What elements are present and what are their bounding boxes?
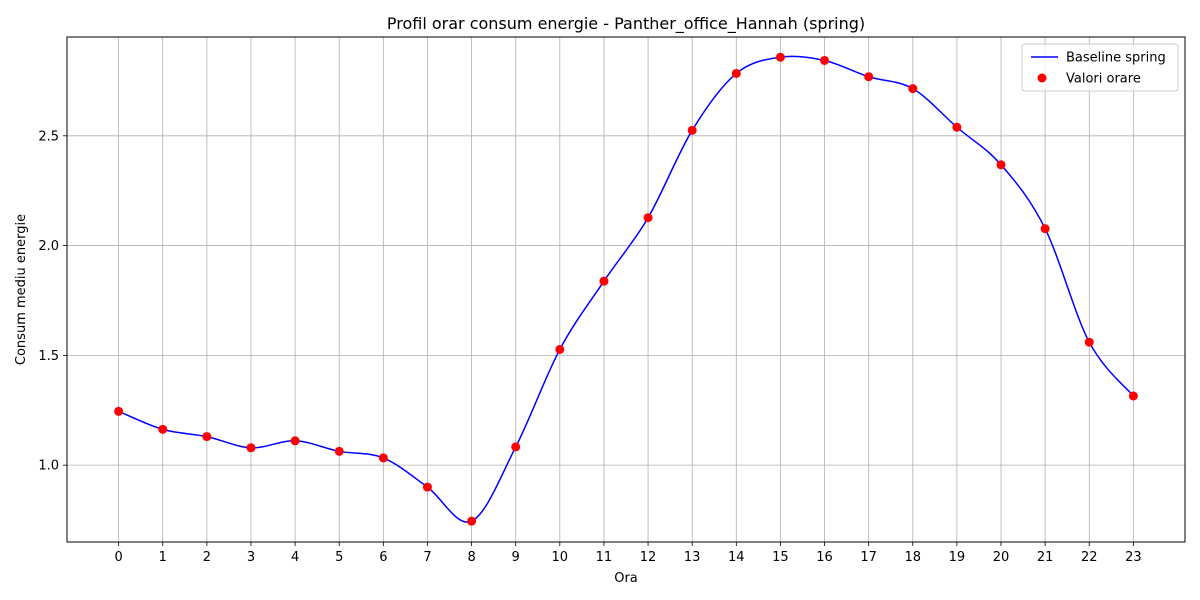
x-tick-label: 1 bbox=[159, 550, 167, 565]
x-tick-label: 22 bbox=[1081, 550, 1098, 565]
grid-lines bbox=[67, 37, 1185, 542]
data-point bbox=[378, 453, 388, 463]
data-point bbox=[643, 213, 653, 223]
x-tick-label: 14 bbox=[728, 550, 745, 565]
x-tick-label: 6 bbox=[379, 550, 387, 565]
x-tick-label: 5 bbox=[335, 550, 343, 565]
data-point bbox=[731, 68, 741, 78]
y-axis-label: Consum mediu energie bbox=[14, 214, 29, 365]
data-point bbox=[1040, 224, 1050, 234]
legend: Baseline spring Valori orare bbox=[1021, 43, 1179, 92]
x-tick-label: 10 bbox=[552, 550, 569, 565]
x-tick-label: 11 bbox=[596, 550, 613, 565]
x-tick-label: 21 bbox=[1037, 550, 1054, 565]
data-point bbox=[864, 72, 874, 82]
data-point bbox=[114, 406, 124, 416]
x-tick-label: 7 bbox=[423, 550, 431, 565]
x-tick-label: 0 bbox=[114, 550, 122, 565]
series-line-layer bbox=[118, 55, 1134, 523]
data-point bbox=[158, 424, 168, 434]
data-point bbox=[334, 446, 344, 456]
legend-box bbox=[1021, 43, 1179, 92]
x-tick-label: 17 bbox=[860, 550, 877, 565]
plot-frame bbox=[66, 36, 1186, 543]
x-tick-label: 15 bbox=[772, 550, 789, 565]
data-point bbox=[555, 344, 565, 354]
data-point bbox=[246, 443, 256, 453]
x-tick-label: 23 bbox=[1125, 550, 1142, 565]
x-tick-label: 19 bbox=[949, 550, 966, 565]
y-axis-ticks: 1.0 1.5 2.0 2.5 bbox=[38, 129, 67, 474]
data-point bbox=[599, 276, 609, 286]
y-tick-label: 1.0 bbox=[38, 459, 59, 474]
chart-title: Profil orar consum energie - Panther_off… bbox=[387, 14, 865, 34]
legend-point-swatch bbox=[1037, 73, 1047, 83]
data-point bbox=[1128, 391, 1138, 401]
x-tick-label: 4 bbox=[291, 550, 299, 565]
x-axis-label: Ora bbox=[614, 571, 638, 586]
legend-label-points: Valori orare bbox=[1066, 72, 1141, 87]
x-tick-label: 9 bbox=[512, 550, 520, 565]
x-tick-label: 2 bbox=[203, 550, 211, 565]
x-tick-label: 8 bbox=[467, 550, 475, 565]
data-point bbox=[775, 52, 785, 62]
data-point bbox=[820, 55, 830, 65]
x-tick-label: 13 bbox=[684, 550, 701, 565]
data-point bbox=[996, 160, 1006, 170]
x-tick-label: 18 bbox=[905, 550, 922, 565]
x-tick-label: 16 bbox=[816, 550, 833, 565]
data-point bbox=[290, 436, 300, 446]
y-tick-label: 2.0 bbox=[38, 239, 59, 254]
x-tick-label: 20 bbox=[993, 550, 1010, 565]
x-tick-label: 12 bbox=[640, 550, 657, 565]
data-point bbox=[422, 482, 432, 492]
data-point bbox=[511, 442, 521, 452]
x-tick-label: 3 bbox=[247, 550, 255, 565]
y-tick-label: 2.5 bbox=[38, 129, 59, 144]
series-points-layer bbox=[114, 52, 1138, 526]
data-point bbox=[687, 125, 697, 135]
data-point bbox=[467, 516, 477, 526]
data-point bbox=[908, 84, 918, 94]
x-axis-ticks: 0 1 2 3 4 5 6 7 8 9 10 11 12 13 14 15 16 17 18 19 20 21 22 23 bbox=[114, 542, 1142, 565]
legend-label-baseline: Baseline spring bbox=[1066, 51, 1166, 66]
y-tick-label: 1.5 bbox=[38, 349, 59, 364]
data-point bbox=[202, 432, 212, 442]
data-point bbox=[1084, 337, 1094, 347]
series-line-baseline-spring bbox=[118, 55, 1134, 523]
data-point bbox=[952, 122, 962, 132]
